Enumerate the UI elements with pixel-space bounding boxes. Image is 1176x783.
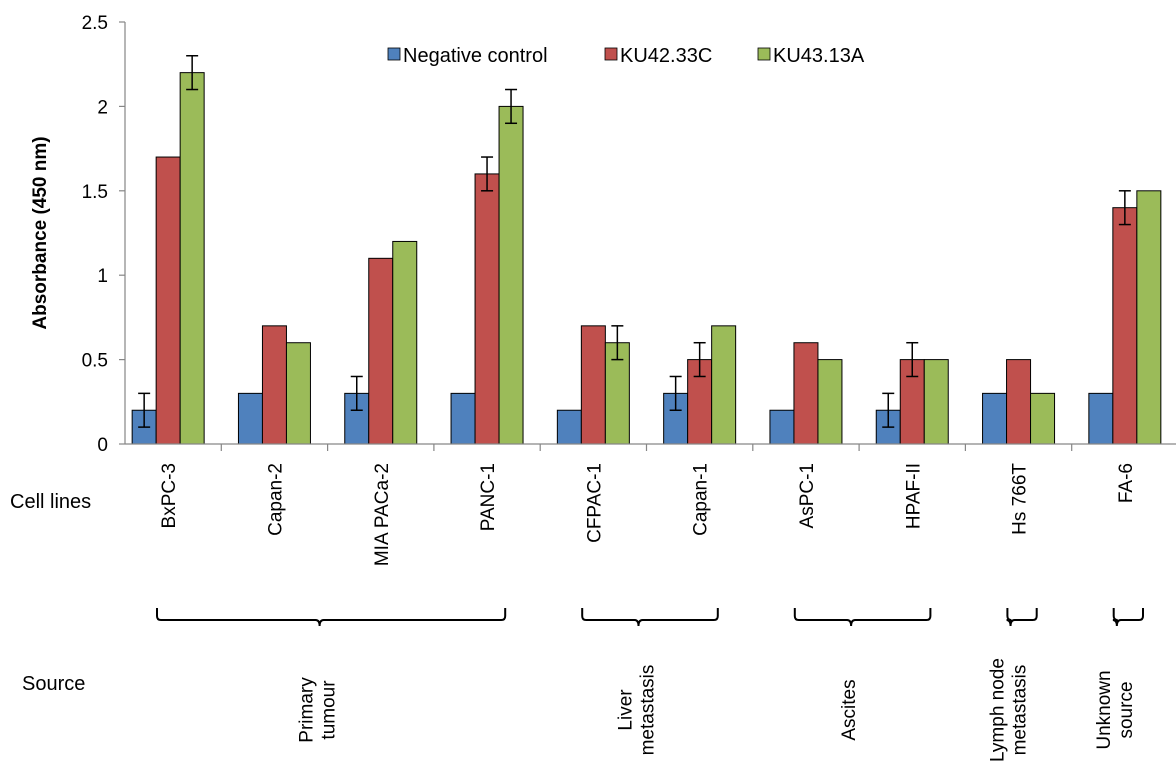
category-label: Hs 766T [1010,463,1031,535]
y-tick-label: 1.5 [82,182,108,203]
category-label: FA-6 [1116,463,1137,503]
error-bar [138,392,151,428]
source-group: Unknown source [1094,608,1144,750]
error-bar [882,392,895,428]
bar [556,409,582,445]
legend-label: Negative control [403,45,548,67]
category-label: CFPAC-1 [584,463,605,543]
source-label: source [1116,681,1137,738]
legend-item: KU43.13A [757,45,865,67]
bar [261,325,287,445]
group-bracket [793,608,932,627]
bar [155,156,181,445]
y-tick-label: 2.5 [82,13,108,34]
source-label: Ascites [839,679,860,740]
source-label: Unknown [1094,670,1115,749]
bar [179,72,205,445]
error-bar [906,341,919,378]
source-group: Lymph node metastasis [988,608,1038,762]
error-bar [669,375,682,411]
bar [711,325,737,445]
error-bar [350,375,363,411]
legend-label: KU43.13A [773,45,865,67]
legend-label: KU42.33C [620,45,712,67]
axes-layer: 0 0.5 1 1.5 2 2.5 [82,13,1176,456]
y-tick-label: 0 [97,435,108,456]
error-bar [1118,190,1131,226]
y-tick-label: 1 [97,266,108,287]
bar [1136,190,1162,445]
bar [817,359,843,445]
group-bracket [1006,608,1038,627]
category-label: Capan-1 [691,463,712,536]
source-label: metastasis [1010,665,1031,756]
bar [793,342,819,445]
error-bar [481,156,494,192]
legend-swatch [387,47,401,61]
source-group: Ascites [793,608,932,741]
category-label: BxPC-3 [159,463,180,528]
legend-swatch [757,47,771,61]
error-bar [505,88,518,125]
y-tick-label: 2 [97,97,108,118]
bar [450,392,476,445]
source-groups: Primary tumour Liver metastasis Ascites Lymph… [156,608,1144,762]
bars-layer [131,55,1162,445]
bar [498,105,524,445]
bar [923,359,949,445]
error-bar [186,55,199,91]
error-bar [693,341,706,378]
category-label: PANC-1 [478,463,499,531]
source-group: Primary tumour [156,608,507,743]
legend: Negative control KU42.33C KU43.13A [387,45,865,67]
category-label: Capan-2 [265,463,286,536]
category-labels: BxPC-3 Capan-2 MIA PACa-2 PANC-1 CFPAC-1 Capa… [159,463,1137,567]
bar [1112,207,1138,445]
bar [368,257,394,445]
bar [1006,359,1032,445]
source-label: metastasis [638,665,659,756]
y-axis-title: Absorbance (450 nm) [30,136,51,329]
category-label: MIA PACa-2 [372,463,393,566]
cell-lines-row-label: Cell lines [10,491,91,513]
category-label: AsPC-1 [797,463,818,528]
legend-swatch [604,47,618,61]
bar [769,409,795,445]
source-label: tumour [319,680,340,740]
bar [580,325,606,445]
error-bar [611,325,624,361]
source-label: Primary [297,677,318,743]
source-label: Lymph node [988,658,1009,762]
legend-item: KU42.33C [604,45,712,67]
source-label: Liver [616,689,637,731]
bar [982,392,1008,445]
bar [392,240,418,445]
y-tick-label: 0.5 [82,351,108,372]
bar [474,173,500,445]
group-bracket [1112,608,1144,627]
legend-item: Negative control [387,45,548,67]
group-bracket [581,608,719,627]
bar [1088,392,1114,445]
bar [237,392,263,445]
source-group: Liver metastasis [581,608,719,756]
bar [285,342,311,445]
bar [1030,392,1056,445]
source-row-label: Source [22,673,85,695]
category-label: HPAF-II [903,463,924,529]
group-bracket [156,608,507,627]
